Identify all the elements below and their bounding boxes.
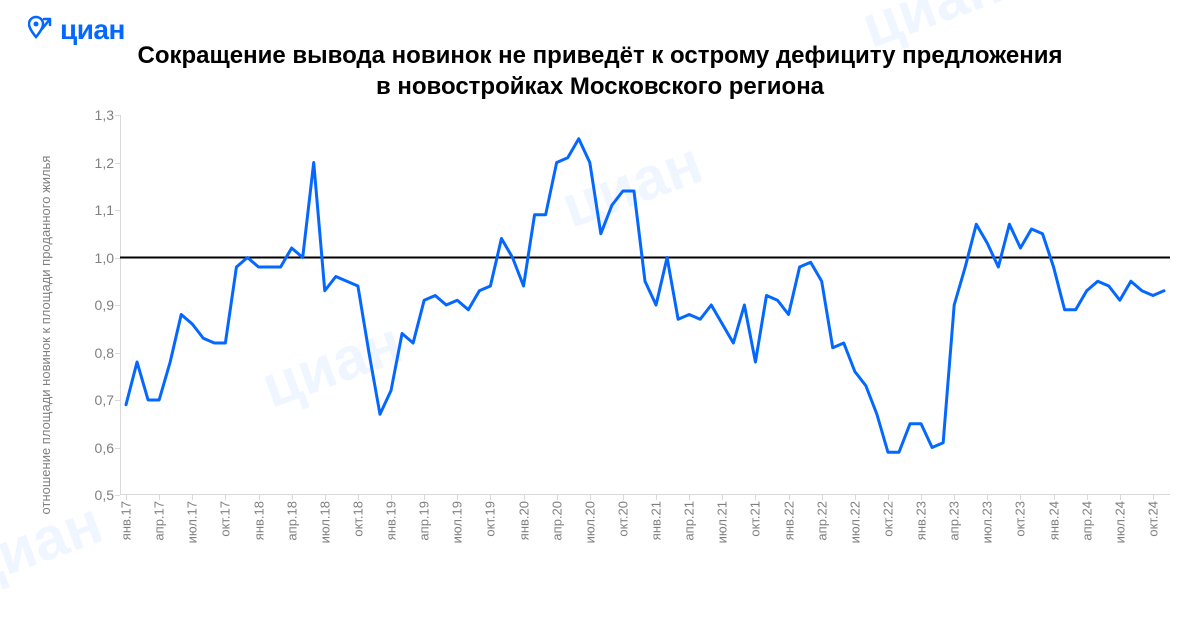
x-tick-label: апр.17	[152, 501, 167, 541]
x-tick-label: апр.18	[284, 501, 299, 541]
y-tick-label: 0,6	[95, 440, 114, 456]
x-tick-label: янв.21	[649, 501, 664, 540]
y-tick-label: 0,7	[95, 392, 114, 408]
x-tick-mark	[590, 495, 591, 500]
x-tick-label: июл.19	[450, 501, 465, 543]
x-tick-label: янв.17	[119, 501, 134, 540]
title-line-2: в новостройках Московского региона	[376, 73, 824, 100]
x-tick-label: янв.20	[516, 501, 531, 540]
x-tick-label: окт.18	[350, 501, 365, 537]
x-tick-mark	[159, 495, 160, 500]
x-tick-mark	[656, 495, 657, 500]
x-tick-label: апр.21	[682, 501, 697, 541]
y-tick-mark	[115, 305, 120, 306]
y-tick-mark	[115, 448, 120, 449]
x-tick-mark	[954, 495, 955, 500]
x-tick-label: янв.19	[384, 501, 399, 540]
x-tick-mark	[822, 495, 823, 500]
x-tick-label: окт.17	[218, 501, 233, 537]
plot-svg	[120, 115, 1170, 495]
x-tick-mark	[424, 495, 425, 500]
y-tick-mark	[115, 115, 120, 116]
chart-title: Сокращение вывода новинок не приведёт к …	[0, 40, 1200, 102]
x-tick-mark	[1020, 495, 1021, 500]
y-tick-mark	[115, 163, 120, 164]
x-tick-label: окт.22	[880, 501, 895, 537]
x-tick-mark	[225, 495, 226, 500]
x-tick-label: июл.21	[715, 501, 730, 543]
x-tick-label: янв.23	[914, 501, 929, 540]
x-tick-label: июл.24	[1112, 501, 1127, 543]
x-tick-label: окт.21	[748, 501, 763, 537]
x-tick-label: окт.24	[1145, 501, 1160, 537]
x-tick-label: апр.19	[417, 501, 432, 541]
x-tick-mark	[524, 495, 525, 500]
x-tick-label: янв.22	[781, 501, 796, 540]
x-tick-mark	[1153, 495, 1154, 500]
x-tick-label: июл.18	[317, 501, 332, 543]
x-tick-mark	[126, 495, 127, 500]
y-tick-mark	[115, 353, 120, 354]
y-axis-title: отношение площади новинок к площади прод…	[38, 115, 53, 555]
plot-area: 0,50,60,70,80,91,01,11,21,3янв.17апр.17и…	[120, 115, 1170, 495]
x-tick-label: апр.24	[1079, 501, 1094, 541]
x-tick-mark	[292, 495, 293, 500]
x-tick-mark	[391, 495, 392, 500]
x-tick-label: апр.23	[947, 501, 962, 541]
data-line	[126, 139, 1164, 453]
x-tick-label: янв.24	[1046, 501, 1061, 540]
x-tick-mark	[789, 495, 790, 500]
title-line-1: Сокращение вывода новинок не приведёт к …	[138, 42, 1063, 69]
x-tick-mark	[1054, 495, 1055, 500]
y-tick-label: 0,5	[95, 487, 114, 503]
x-tick-mark	[921, 495, 922, 500]
x-tick-mark	[722, 495, 723, 500]
x-tick-mark	[325, 495, 326, 500]
y-tick-mark	[115, 258, 120, 259]
x-tick-label: апр.20	[549, 501, 564, 541]
chart-area: 0,50,60,70,80,91,01,11,21,3янв.17апр.17и…	[70, 115, 1180, 555]
y-tick-mark	[115, 400, 120, 401]
y-tick-label: 1,3	[95, 107, 114, 123]
x-tick-mark	[888, 495, 889, 500]
x-tick-label: окт.20	[615, 501, 630, 537]
x-tick-label: июл.17	[185, 501, 200, 543]
x-tick-mark	[490, 495, 491, 500]
x-tick-label: июл.22	[847, 501, 862, 543]
x-tick-mark	[557, 495, 558, 500]
y-tick-mark	[115, 495, 120, 496]
y-tick-label: 1,0	[95, 250, 114, 266]
y-tick-mark	[115, 210, 120, 211]
x-tick-mark	[755, 495, 756, 500]
x-tick-mark	[1120, 495, 1121, 500]
y-tick-label: 1,1	[95, 202, 114, 218]
x-tick-mark	[987, 495, 988, 500]
y-tick-label: 0,8	[95, 345, 114, 361]
x-tick-label: июл.20	[582, 501, 597, 543]
x-tick-mark	[192, 495, 193, 500]
x-tick-mark	[457, 495, 458, 500]
x-tick-label: янв.18	[251, 501, 266, 540]
y-tick-label: 1,2	[95, 155, 114, 171]
x-tick-mark	[855, 495, 856, 500]
x-tick-mark	[623, 495, 624, 500]
x-tick-mark	[1087, 495, 1088, 500]
x-tick-label: окт.19	[483, 501, 498, 537]
x-tick-label: апр.22	[814, 501, 829, 541]
y-tick-label: 0,9	[95, 297, 114, 313]
x-tick-label: июл.23	[980, 501, 995, 543]
x-tick-mark	[259, 495, 260, 500]
x-tick-mark	[689, 495, 690, 500]
x-tick-label: окт.23	[1013, 501, 1028, 537]
x-tick-mark	[358, 495, 359, 500]
